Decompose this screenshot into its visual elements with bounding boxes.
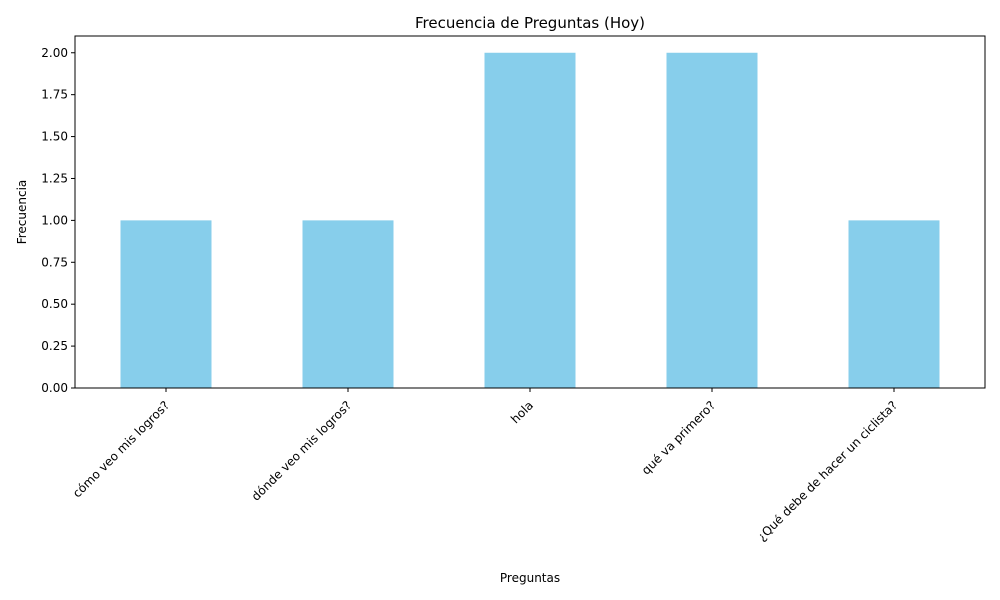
y-tick-label-2: 0.50 (41, 297, 68, 311)
x-axis-label: Preguntas (500, 571, 560, 585)
y-tick-label-5: 1.25 (41, 171, 68, 185)
y-axis: 0.00 0.25 0.50 0.75 1.00 1.25 1.50 1.75 2.00 (41, 46, 75, 395)
bar-0 (120, 220, 212, 388)
x-axis: cómo veo mis logros? dónde veo mis logros… (70, 388, 900, 544)
y-tick-label-1: 0.25 (41, 339, 68, 353)
plot-frame (74, 35, 986, 389)
bars-group (120, 52, 940, 389)
x-tick-label-0: cómo veo mis logros? (70, 398, 172, 500)
y-tick-label-4: 1.00 (41, 213, 68, 227)
bar-4 (848, 220, 940, 388)
bar-2 (484, 52, 576, 389)
y-tick-label-0: 0.00 (41, 381, 68, 395)
x-tick-label-1: dónde veo mis logros? (249, 398, 354, 503)
y-tick-label-6: 1.50 (41, 130, 68, 144)
y-tick-label-3: 0.75 (41, 255, 68, 269)
y-axis-label: Frecuencia (15, 180, 29, 245)
y-tick-label-7: 1.75 (41, 88, 68, 102)
bar-3 (666, 52, 758, 389)
x-tick-label-2: hola (508, 398, 536, 426)
y-tick-label-8: 2.00 (41, 46, 68, 60)
x-tick-label-4: ¿Qué debe de hacer un ciclista? (755, 398, 901, 544)
x-tick-label-3: qué va primero? (639, 398, 718, 477)
chart-title: Frecuencia de Preguntas (Hoy) (415, 14, 645, 32)
bar-1 (302, 220, 394, 388)
